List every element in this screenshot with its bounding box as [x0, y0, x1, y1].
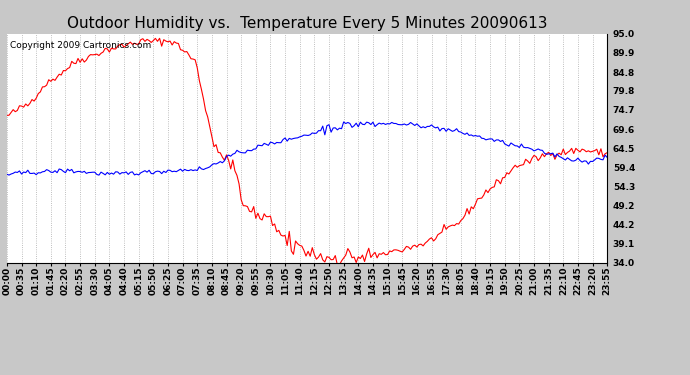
- Title: Outdoor Humidity vs.  Temperature Every 5 Minutes 20090613: Outdoor Humidity vs. Temperature Every 5…: [67, 16, 547, 31]
- Text: Copyright 2009 Cartronics.com: Copyright 2009 Cartronics.com: [10, 40, 151, 50]
